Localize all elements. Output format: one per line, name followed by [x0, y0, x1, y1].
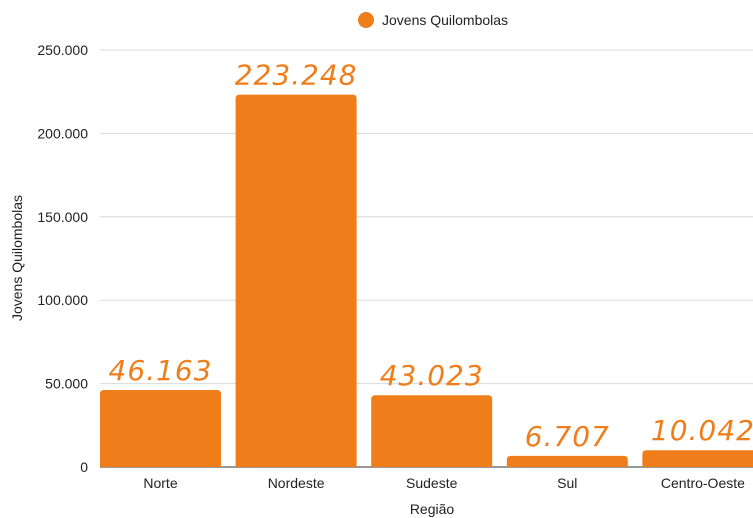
data-labels: 46.163 223.248 43.023 6.707 10.042 — [109, 59, 753, 453]
y-tick-label: 150.000 — [37, 209, 88, 225]
x-tick-label: Norte — [143, 475, 177, 491]
x-tick-label: Sul — [557, 475, 577, 491]
x-tick-label: Sudeste — [406, 475, 458, 491]
x-axis-title: Região — [410, 501, 455, 517]
x-axis-ticks: Norte Nordeste Sudeste Sul Centro-Oeste — [143, 475, 745, 491]
y-tick-label: 250.000 — [37, 42, 88, 58]
data-label: 6.707 — [525, 420, 610, 453]
bar-norte[interactable] — [100, 390, 221, 467]
x-tick-label: Centro-Oeste — [661, 475, 745, 491]
bar-nordeste[interactable] — [235, 94, 357, 467]
y-tick-label: 50.000 — [45, 376, 88, 392]
y-tick-label: 100.000 — [37, 292, 88, 308]
data-label: 10.042 — [651, 414, 753, 447]
x-tick-label: Nordeste — [268, 475, 325, 491]
y-tick-label: 200.000 — [37, 125, 88, 141]
bars — [100, 94, 753, 467]
bar-sul[interactable] — [506, 455, 628, 467]
legend-marker — [358, 12, 374, 28]
data-label: 46.163 — [109, 354, 213, 387]
bar-sudeste[interactable] — [371, 395, 493, 467]
y-axis-title: Jovens Quilombolas — [9, 195, 25, 321]
y-axis-ticks: 0 50.000 100.000 150.000 200.000 250.000 — [37, 42, 88, 475]
legend[interactable]: Jovens Quilombolas — [358, 12, 508, 28]
data-label: 223.248 — [235, 59, 358, 92]
legend-label: Jovens Quilombolas — [382, 12, 508, 28]
y-tick-label: 0 — [80, 459, 88, 475]
bar-centro-oeste[interactable] — [642, 450, 753, 467]
data-label: 43.023 — [380, 359, 484, 392]
